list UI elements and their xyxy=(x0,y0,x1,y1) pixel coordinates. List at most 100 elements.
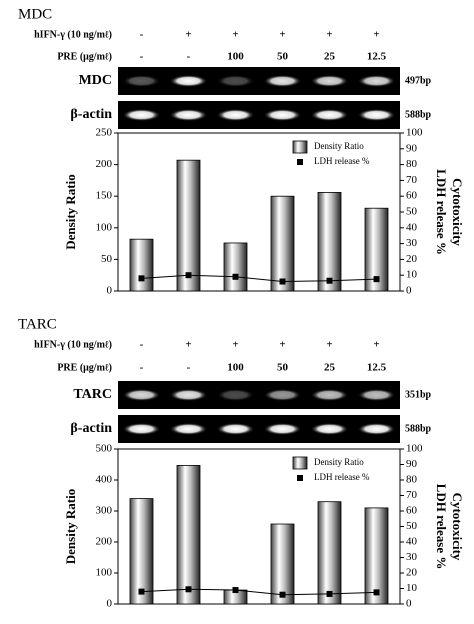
y2-tick-label: 20 xyxy=(406,253,418,265)
gel-band xyxy=(169,75,208,87)
ldh-marker xyxy=(326,590,333,597)
lane-label: 50 xyxy=(277,51,289,63)
y-tick-label: 0 xyxy=(107,285,113,297)
lane-label: - xyxy=(187,51,191,63)
legend-marker xyxy=(297,475,303,481)
y-tick-label: 250 xyxy=(96,127,113,139)
y2-axis-label: LDH release % xyxy=(434,484,449,570)
y2-tick-label: 0 xyxy=(406,598,412,610)
lane-label: - xyxy=(140,339,144,351)
lane-label: + xyxy=(373,339,379,351)
density-bar xyxy=(129,238,154,292)
legend-label: Density Ratio xyxy=(314,457,364,467)
gel-band xyxy=(216,109,255,121)
y-tick-label: 200 xyxy=(96,536,113,548)
y2-tick-label: 50 xyxy=(406,206,418,218)
lane-label: 12.5 xyxy=(367,51,387,63)
y2-tick-label: 50 xyxy=(406,520,418,532)
lane-label: 25 xyxy=(324,362,336,374)
lane-label: + xyxy=(232,29,238,41)
gel-label: TARC xyxy=(73,387,112,402)
density-bar xyxy=(364,207,389,292)
legend-label: Density Ratio xyxy=(314,141,364,151)
gel-band xyxy=(169,423,208,435)
y2-tick-label: 60 xyxy=(406,190,418,202)
band-size: 588bp xyxy=(405,109,432,120)
lane-label: - xyxy=(140,362,144,374)
gel-band xyxy=(263,389,302,401)
lane-label: 12.5 xyxy=(367,362,387,374)
gel-band xyxy=(263,75,302,87)
lane-label: 100 xyxy=(227,362,244,374)
ldh-marker xyxy=(138,275,145,282)
y-tick-label: 200 xyxy=(96,158,113,170)
gel-label: β-actin xyxy=(70,107,112,122)
y2-tick-label: 0 xyxy=(406,285,412,297)
gel-band xyxy=(122,389,161,401)
gel-band xyxy=(357,389,396,401)
density-bar xyxy=(129,498,154,605)
y2-tick-label: 80 xyxy=(406,158,418,170)
y2-tick-label: 10 xyxy=(406,582,418,594)
gel-image xyxy=(118,101,400,129)
y-tick-label: 150 xyxy=(96,190,113,202)
y2-axis-label: LDH release % xyxy=(434,169,449,255)
density-bar xyxy=(364,507,389,605)
lane-label: 50 xyxy=(277,362,289,374)
density-bar xyxy=(270,523,295,605)
gel-band xyxy=(122,423,161,435)
gel-band xyxy=(310,75,349,87)
y2-tick-label: 30 xyxy=(406,551,418,563)
legend-label: LDH release % xyxy=(314,472,370,482)
gel-band xyxy=(122,75,161,87)
y2-tick-label: 20 xyxy=(406,567,418,579)
y2-tick-label: 80 xyxy=(406,474,418,486)
legend-marker xyxy=(292,140,308,154)
y-axis-label: Density Ratio xyxy=(63,489,78,564)
y-axis-label: Density Ratio xyxy=(63,174,78,249)
panel-title: TARC xyxy=(18,316,57,332)
gel-image xyxy=(118,415,400,443)
y2-axis-label: Cytotoxicity xyxy=(450,493,465,561)
y2-axis-label: Cytotoxicity xyxy=(450,178,465,246)
y-tick-label: 100 xyxy=(96,221,113,233)
gel-band xyxy=(169,109,208,121)
density-bar xyxy=(317,501,342,605)
gel-band xyxy=(310,423,349,435)
lane-label: 100 xyxy=(227,51,244,63)
ldh-marker xyxy=(279,591,286,598)
panel-title: MDC xyxy=(18,6,52,22)
gel-band xyxy=(357,109,396,121)
lane-label: - xyxy=(140,29,144,41)
ldh-marker xyxy=(373,276,380,283)
gel-band xyxy=(263,109,302,121)
lane-label: - xyxy=(140,51,144,63)
y-tick-label: 300 xyxy=(96,505,113,517)
ldh-line xyxy=(141,588,377,596)
y2-tick-label: 70 xyxy=(406,489,418,501)
gel-label: MDC xyxy=(79,73,112,88)
y2-tick-label: 40 xyxy=(406,536,418,548)
gel-band xyxy=(310,109,349,121)
y2-tick-label: 90 xyxy=(406,142,418,154)
gel-band xyxy=(216,423,255,435)
ldh-marker xyxy=(279,278,286,285)
legend-marker xyxy=(292,456,308,470)
row-label: PRE (μg/mℓ) xyxy=(57,362,112,373)
y-tick-label: 400 xyxy=(96,474,113,486)
legend-label: LDH release % xyxy=(314,156,370,166)
lane-label: + xyxy=(326,29,332,41)
gel-band xyxy=(216,75,255,87)
row-label: hIFN-γ (10 ng/mℓ) xyxy=(34,339,112,350)
legend-marker xyxy=(297,159,303,165)
y2-tick-label: 70 xyxy=(406,174,418,186)
density-bar xyxy=(176,465,201,605)
ldh-marker xyxy=(373,589,380,596)
lane-label: + xyxy=(185,29,191,41)
density-bar xyxy=(317,192,342,292)
lane-label: + xyxy=(279,29,285,41)
y-tick-label: 50 xyxy=(101,253,113,265)
row-label: PRE (μg/mℓ) xyxy=(57,51,112,62)
lane-label: - xyxy=(187,362,191,374)
